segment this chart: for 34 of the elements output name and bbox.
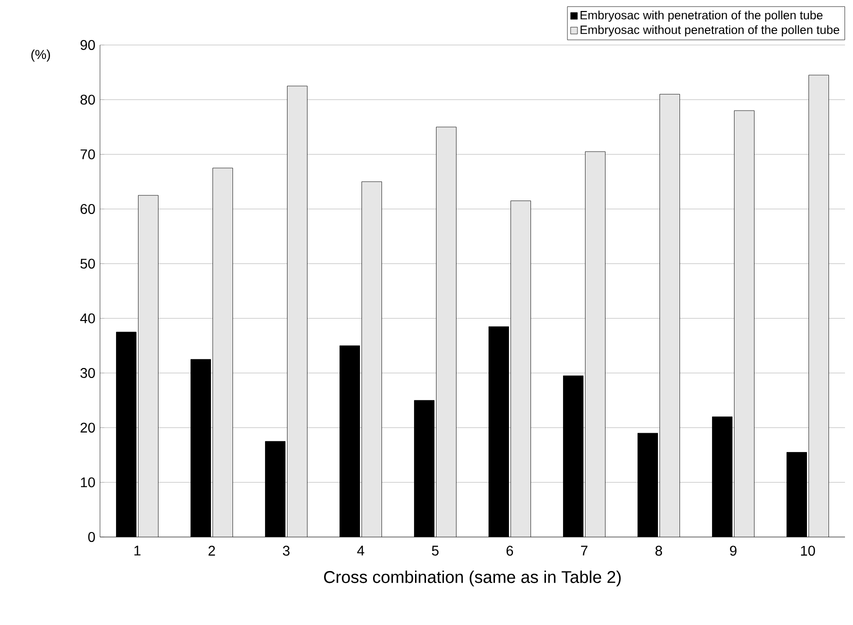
x-tick-label: 9 [730, 546, 736, 556]
y-tick-label: 50 [80, 258, 95, 269]
x-tick-label: 3 [282, 546, 290, 556]
bar [436, 127, 456, 537]
bar [212, 168, 233, 537]
legend-label: Embryosac with penetration of the pollen tube [580, 10, 823, 22]
y-tick-label: 20 [80, 422, 95, 433]
y-tick-label: 60 [80, 204, 95, 214]
x-tick-label: 6 [506, 546, 514, 556]
bar [660, 94, 680, 537]
bar [808, 74, 829, 537]
x-tick-label: 10 [801, 546, 815, 556]
x-tick-label: 4 [357, 546, 364, 556]
y-axis-title: (%) [31, 50, 50, 62]
bar [287, 86, 308, 537]
bar [138, 195, 158, 537]
bar [734, 110, 754, 537]
y-tick-label: 90 [80, 40, 95, 50]
y-tick-label: 30 [80, 368, 95, 378]
bar [362, 182, 382, 537]
legend-label: Embryosac without penetration of the pollen tube [580, 25, 840, 36]
x-tick-label: 5 [432, 546, 439, 556]
x-tick-label: 8 [655, 546, 662, 556]
y-tick-label: 0 [88, 532, 95, 542]
x-tick-label: 1 [134, 546, 140, 556]
bar [510, 200, 531, 537]
y-tick-label: 40 [80, 313, 95, 324]
x-tick-label: 7 [581, 546, 588, 556]
bar [585, 152, 606, 537]
y-tick-label: 10 [80, 477, 95, 488]
x-axis-title: Cross combination (same as in Table 2) [324, 570, 621, 586]
y-tick-label: 80 [80, 94, 95, 105]
x-tick-label: 2 [208, 546, 215, 556]
y-tick-label: 70 [80, 149, 95, 160]
